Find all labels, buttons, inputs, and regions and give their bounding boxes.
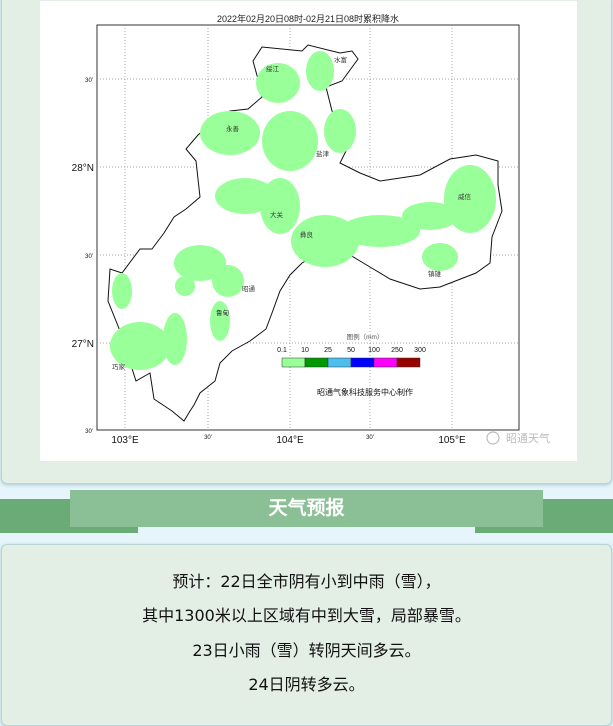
lon-label: 104°E bbox=[276, 435, 304, 446]
county-label: 巧家 bbox=[112, 362, 126, 371]
legend-title: 图例（mm） bbox=[347, 332, 384, 341]
county-label: 盐津 bbox=[316, 149, 330, 158]
legend-swatch bbox=[304, 357, 329, 368]
county-label: 大关 bbox=[270, 210, 284, 219]
forecast-line: 其中1300米以上区域有中到大雪，局部暴雪。 bbox=[142, 606, 471, 625]
watermark-text: 昭通天气 bbox=[506, 431, 550, 445]
precipitation-map: 2022年02月20日08时-02月21日08时累积降水 bbox=[40, 1, 577, 461]
legend: 图例（mm） 0.1 10 25 50 100 250 300 昭通气象科技服务中心制作 bbox=[277, 332, 426, 397]
legend-swatch bbox=[396, 357, 421, 368]
legend-swatch bbox=[373, 357, 398, 368]
lat-label: 30' bbox=[85, 78, 93, 84]
forecast-line: 23日小雨（雪）转阴天间多云。 bbox=[192, 641, 421, 660]
rain-areas bbox=[110, 51, 496, 370]
legend-label: 0.1 bbox=[277, 347, 287, 354]
county-labels: 绥江 水富 永善 盐津 大关 彝良 威信 镇雄 昭通 鲁甸 巧家 bbox=[112, 55, 472, 371]
forecast-card: 预计：22日全市阴有小到中雨（雪）， 其中1300米以上区域有中到大雪，局部暴雪… bbox=[1, 544, 612, 726]
legend-label: 100 bbox=[368, 347, 380, 354]
map-title: 2022年02月20日08时-02月21日08时累积降水 bbox=[217, 13, 399, 24]
lon-label: 103°E bbox=[111, 435, 139, 446]
county-label: 鲁甸 bbox=[216, 308, 229, 317]
county-label: 彝良 bbox=[300, 230, 314, 239]
county-label: 威信 bbox=[458, 192, 472, 201]
forecast-line: 24日阴转多云。 bbox=[248, 675, 365, 694]
county-label: 昭通 bbox=[242, 284, 256, 293]
legend-swatch bbox=[350, 357, 375, 368]
wechat-icon bbox=[486, 431, 500, 445]
lat-label: 27°N bbox=[72, 339, 94, 350]
county-label: 永善 bbox=[226, 124, 240, 133]
lon-label: 30' bbox=[366, 435, 374, 441]
legend-label: 250 bbox=[391, 347, 403, 354]
forecast-line: 预计：22日全市阴有小到中雨（雪）， bbox=[172, 572, 441, 591]
legend-swatch bbox=[327, 357, 352, 368]
longitude-labels: 103°E 30' 104°E 30' 105°E bbox=[111, 435, 466, 446]
legend-swatch bbox=[281, 357, 306, 368]
section-title: 天气预报 bbox=[70, 490, 543, 527]
lat-label: 30' bbox=[85, 429, 93, 435]
lon-label: 105°E bbox=[438, 435, 466, 446]
map-credit: 昭通气象科技服务中心制作 bbox=[317, 387, 413, 397]
county-label: 镇雄 bbox=[428, 269, 442, 278]
watermark: 昭通天气 bbox=[486, 431, 550, 445]
legend-label: 300 bbox=[414, 347, 426, 354]
legend-label: 50 bbox=[347, 347, 355, 354]
map-card: 2022年02月20日08时-02月21日08时累积降水 bbox=[1, 0, 612, 484]
legend-label: 25 bbox=[324, 347, 332, 354]
lat-label: 28°N bbox=[72, 163, 94, 174]
county-label: 绥江 bbox=[266, 64, 280, 73]
lat-label: 30' bbox=[85, 254, 93, 260]
county-label: 水富 bbox=[334, 55, 347, 64]
lon-label: 30' bbox=[204, 435, 212, 441]
latitude-labels: 30' 28°N 30' 27°N 30' bbox=[72, 78, 94, 435]
legend-label: 10 bbox=[301, 347, 309, 354]
